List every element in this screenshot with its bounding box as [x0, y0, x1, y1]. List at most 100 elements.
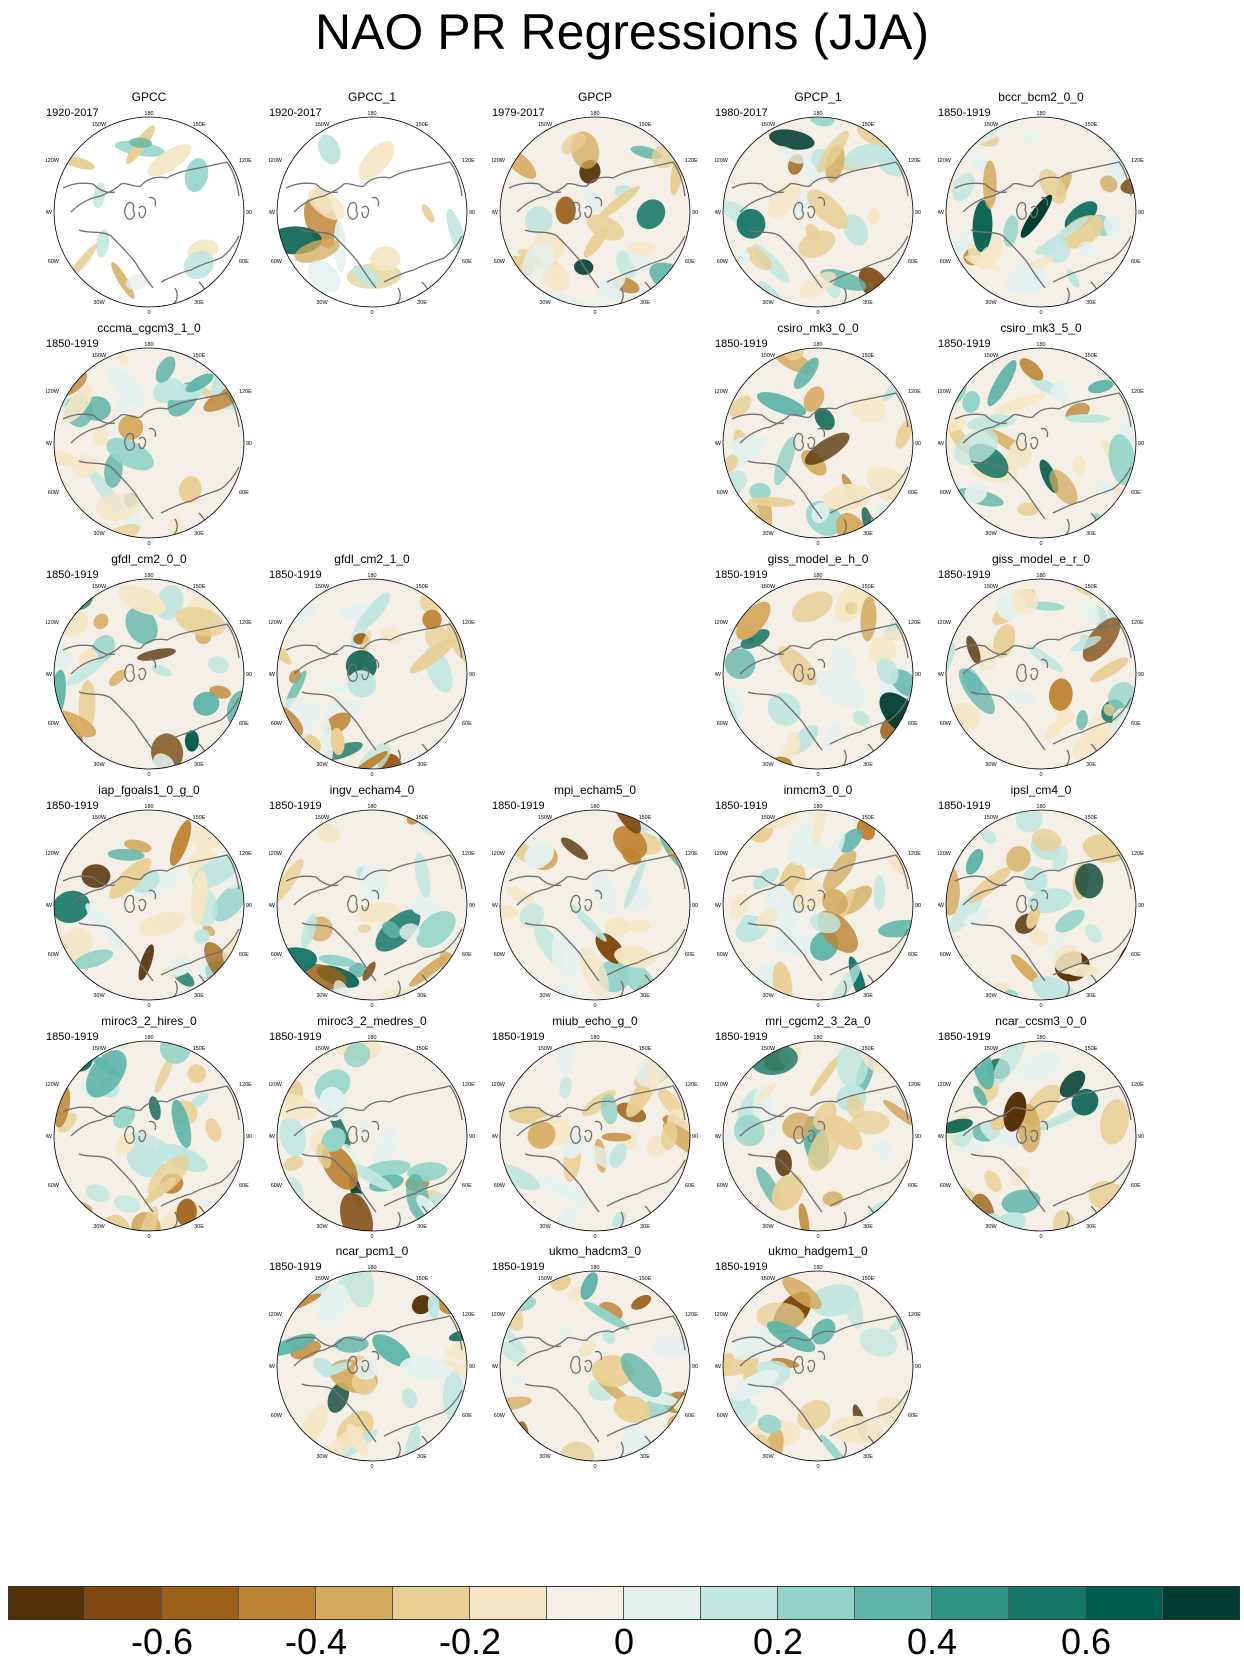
longitude-label-bottom: 0 — [593, 1464, 596, 1470]
longitude-label-right-lower: 60E — [908, 1413, 918, 1419]
map-panel: iap_fgoals1_0_g_0 1850-1919 180 0 150W 150E 12… — [46, 783, 252, 1011]
longitude-label-right: 90E — [469, 210, 475, 216]
longitude-label-lower-right: 30E — [194, 762, 204, 768]
panel-title: GPCP — [577, 90, 612, 104]
longitude-label-left-upper: 120W — [938, 620, 952, 626]
longitude-label-right-upper: 120E — [685, 158, 698, 164]
longitude-label-right-upper: 120E — [1131, 158, 1144, 164]
longitude-label-right-upper: 120E — [462, 851, 475, 857]
panel-title: bccr_bcm2_0_0 — [998, 90, 1084, 104]
map-panel: mri_cgcm2_3_2a_0 1850-1919 180 0 150W 150E 120… — [715, 1014, 921, 1242]
longitude-label-lower-left: 30W — [316, 762, 328, 768]
map-boundary — [53, 578, 245, 770]
colorbar-cell — [624, 1586, 701, 1620]
map-boundary — [499, 809, 691, 1001]
panel-title: giss_model_e_h_0 — [767, 552, 869, 566]
longitude-label-upper-right: 150E — [862, 1046, 875, 1052]
longitude-label-upper-right: 150E — [193, 815, 206, 821]
longitude-label-lower-left: 30W — [539, 1454, 551, 1460]
panel-title: GPCC_1 — [347, 90, 397, 104]
longitude-label-upper-left: 150W — [92, 815, 107, 821]
longitude-label-right-lower: 60E — [1131, 490, 1141, 496]
longitude-label-upper-left: 150W — [538, 815, 553, 821]
panel-years: 1850-1919 — [938, 800, 991, 812]
polar-map: 180 0 150W 150E 120W 120E 90W 90E 60W 60E 30W 30E — [269, 573, 475, 778]
longitude-label-left: 90W — [269, 1364, 276, 1370]
longitude-label-right: 90E — [915, 1134, 921, 1140]
map-boundary — [53, 809, 245, 1001]
panel-years: 1850-1919 — [938, 569, 991, 581]
panel-title: giss_model_e_r_0 — [991, 552, 1091, 566]
longitude-label-upper-right: 150E — [193, 122, 206, 128]
map-boundary — [53, 116, 245, 308]
longitude-label-left: 90W — [715, 1364, 722, 1370]
longitude-label-bottom: 0 — [1039, 541, 1042, 547]
longitude-label-left-upper: 120W — [46, 1082, 60, 1088]
longitude-label-left-lower: 60W — [717, 721, 729, 727]
longitude-label-bottom: 0 — [147, 1003, 150, 1009]
colorbar-cell — [162, 1586, 239, 1620]
panel-title: ncar_pcm1_0 — [335, 1244, 409, 1258]
colorbar-cell — [393, 1586, 470, 1620]
precip-field — [500, 810, 690, 1000]
map-panel: ncar_pcm1_0 1850-1919 180 0 150W 150E 120W 120E… — [269, 1244, 475, 1472]
longitude-label-left-upper: 120W — [938, 851, 952, 857]
longitude-label-upper-right: 150E — [193, 353, 206, 359]
polar-map: 180 0 150W 150E 120W 120E 90W 90E 60W 60E 30W 30E — [715, 573, 921, 778]
longitude-label-lower-left: 30W — [539, 993, 551, 999]
longitude-label-top: 180 — [1036, 573, 1045, 579]
coastlines — [954, 161, 1132, 305]
map-panel: ukmo_hadgem1_0 1850-1919 180 0 150W 150E 120W 1… — [715, 1244, 921, 1472]
map-panel: GPCP 1979-2017 180 0 150W 150E 120W 120E 90W 90E 6… — [492, 90, 698, 318]
coastlines — [508, 1315, 686, 1459]
longitude-label-left: 90W — [46, 1134, 53, 1140]
longitude-label-left-lower: 60W — [494, 1413, 506, 1419]
polar-map: 180 0 150W 150E 120W 120E 90W 90E 60W 60E 30W 30E — [715, 804, 921, 1009]
precip-field — [54, 579, 244, 769]
longitude-label-lower-right: 30E — [863, 762, 873, 768]
longitude-label-lower-right: 30E — [417, 1224, 427, 1230]
longitude-label-upper-right: 150E — [1085, 353, 1098, 359]
map-boundary — [499, 1270, 691, 1462]
longitude-label-left-upper: 120W — [269, 1082, 283, 1088]
longitude-label-bottom: 0 — [147, 541, 150, 547]
longitude-label-lower-right: 30E — [194, 993, 204, 999]
longitude-label-left-upper: 120W — [938, 1082, 952, 1088]
longitude-label-right-upper: 120E — [462, 1312, 475, 1318]
precip-field — [723, 579, 913, 769]
longitude-label-right-lower: 60E — [908, 490, 918, 496]
colorbar-tick-label: -0.6 — [130, 1621, 194, 1662]
colorbar-cell — [932, 1586, 1009, 1620]
map-panel: ingv_echam4_0 1850-1919 180 0 150W 150E 120W 12… — [269, 783, 475, 1011]
longitude-label-top: 180 — [1036, 804, 1045, 810]
longitude-label-top: 180 — [1036, 1035, 1045, 1041]
longitude-label-left-upper: 120W — [46, 851, 60, 857]
longitude-label-upper-right: 150E — [416, 122, 429, 128]
precip-field — [946, 1041, 1136, 1231]
longitude-label-right: 90E — [246, 903, 252, 909]
longitude-label-upper-right: 150E — [639, 122, 652, 128]
precip-field — [277, 1041, 467, 1231]
panel-title: mri_cgcm2_3_2a_0 — [765, 1014, 871, 1028]
longitude-label-left-lower: 60W — [494, 952, 506, 958]
longitude-label-upper-left: 150W — [538, 1046, 553, 1052]
panel-years: 1980-2017 — [715, 107, 768, 119]
longitude-label-right-lower: 60E — [1131, 259, 1141, 265]
longitude-label-upper-left: 150W — [984, 815, 999, 821]
longitude-label-top: 180 — [590, 1035, 599, 1041]
colorbar-cell — [778, 1586, 855, 1620]
longitude-label-lower-left: 30W — [985, 1224, 997, 1230]
longitude-label-lower-left: 30W — [762, 531, 774, 537]
panel-title: mpi_echam5_0 — [553, 783, 637, 797]
panel-title: gfdl_cm2_0_0 — [111, 552, 187, 566]
coastlines — [62, 1085, 240, 1229]
map-panel: inmcm3_0_0 1850-1919 180 0 150W 150E 120W 120E 9… — [715, 783, 921, 1011]
longitude-label-left: 90W — [715, 1134, 722, 1140]
panel-title: ncar_ccsm3_0_0 — [995, 1014, 1087, 1028]
polar-map: 180 0 150W 150E 120W 120E 90W 90E 60W 60E 30W 30E — [715, 1035, 921, 1240]
longitude-label-left-lower: 60W — [271, 721, 283, 727]
longitude-label-right-upper: 120E — [1131, 851, 1144, 857]
panel-title: miroc3_2_hires_0 — [101, 1014, 197, 1028]
longitude-label-left: 90W — [492, 1134, 499, 1140]
longitude-label-right-lower: 60E — [908, 721, 918, 727]
